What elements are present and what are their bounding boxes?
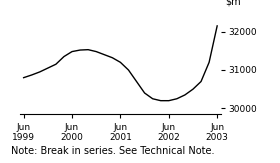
Text: $m: $m <box>225 0 241 7</box>
Text: Note: Break in series. See Technical Note.: Note: Break in series. See Technical Not… <box>11 147 215 156</box>
